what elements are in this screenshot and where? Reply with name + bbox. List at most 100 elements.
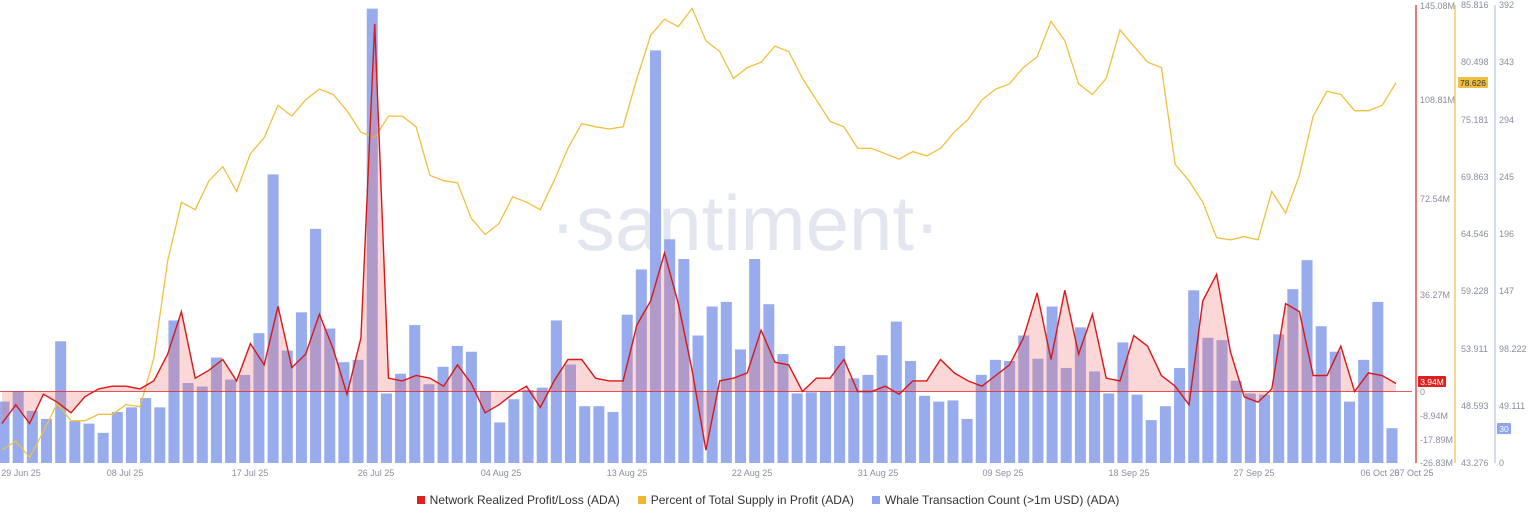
whale-bar xyxy=(182,383,194,463)
whale-bar xyxy=(706,306,718,463)
watermark-text: ·santiment· xyxy=(550,179,940,267)
whale-bar xyxy=(1259,394,1271,463)
tick-label-whale-count: 98.222 xyxy=(1499,344,1527,354)
x-tick-label: 07 Oct 25 xyxy=(1394,468,1433,478)
whale-bar xyxy=(437,366,449,463)
legend: Network Realized Profit/Loss (ADA) Perce… xyxy=(0,491,1536,509)
whale-bar xyxy=(1145,420,1157,463)
x-tick-label: 29 Jun 25 xyxy=(1,468,41,478)
whale-bar xyxy=(1202,337,1214,463)
whale-bar xyxy=(324,328,336,463)
whale-bar xyxy=(734,349,746,463)
whale-bar xyxy=(465,351,477,463)
whale-bar xyxy=(1046,306,1058,463)
whale-bar xyxy=(1159,406,1171,463)
legend-swatch-whale-count xyxy=(871,496,880,504)
x-tick-label: 06 Oct 25 xyxy=(1360,468,1399,478)
whale-bar xyxy=(1372,301,1384,463)
whale-bar xyxy=(0,401,10,463)
legend-label-realized-pl: Network Realized Profit/Loss (ADA) xyxy=(429,493,620,507)
x-tick-label: 09 Sep 25 xyxy=(982,468,1023,478)
legend-item-whale-count[interactable]: Whale Transaction Count (>1m USD) (ADA) xyxy=(871,491,1119,509)
whale-bar xyxy=(1386,428,1398,463)
whale-bar xyxy=(1188,290,1200,463)
whale-bar xyxy=(607,412,619,463)
whale-bar xyxy=(947,400,959,463)
current-badge-supply-profit xyxy=(1458,77,1488,88)
x-tick-label: 18 Sep 25 xyxy=(1108,468,1149,478)
tick-label-whale-count: 49.111 xyxy=(1499,401,1525,411)
whale-bar xyxy=(281,350,293,463)
tick-label-supply-profit: 64.546 xyxy=(1461,229,1489,239)
tick-label-whale-count: 392 xyxy=(1499,0,1514,10)
tick-label-supply-profit: 69.863 xyxy=(1461,172,1489,182)
whale-bar xyxy=(1273,334,1285,463)
whale-bar xyxy=(777,354,789,463)
whale-bar xyxy=(650,50,662,463)
whale-bar xyxy=(111,412,123,463)
supply-in-profit-line xyxy=(1,7,1397,459)
current-badge-realized-pl xyxy=(1418,376,1446,387)
whale-bar xyxy=(593,406,605,463)
whale-bar xyxy=(239,374,251,463)
whale-bar xyxy=(1032,358,1044,463)
whale-bar xyxy=(1358,359,1370,463)
whale-bar xyxy=(536,387,548,463)
current-value-supply-profit: 78.626 xyxy=(1460,78,1486,88)
whale-bar xyxy=(848,378,860,463)
tick-label-realized-pl: 0 xyxy=(1420,387,1425,397)
whale-bar xyxy=(933,401,945,463)
realized-pl-line xyxy=(1,23,1397,451)
whale-bar xyxy=(380,393,392,463)
tick-label-supply-profit: 48.593 xyxy=(1461,401,1489,411)
x-tick-label: 13 Aug 25 xyxy=(607,468,648,478)
legend-swatch-realized-pl xyxy=(416,496,425,504)
whale-bar xyxy=(366,8,378,463)
x-tick-label: 27 Sep 25 xyxy=(1233,468,1274,478)
chart-svg: ·santiment· 145.08M 108.81M 72.54M 36.27M 0 -… xyxy=(0,0,1527,478)
whale-bar xyxy=(1103,393,1115,463)
tick-label-realized-pl: 36.27M xyxy=(1420,290,1450,300)
whale-bar xyxy=(1060,367,1072,463)
whale-bar xyxy=(55,341,67,463)
whale-bar xyxy=(565,364,577,463)
whale-bar xyxy=(621,314,633,463)
tick-label-realized-pl: -26.83M xyxy=(1420,458,1453,468)
whale-bar xyxy=(12,391,24,463)
whale-bar xyxy=(805,392,817,463)
whale-bar xyxy=(140,398,152,463)
x-tick-label: 31 Aug 25 xyxy=(858,468,899,478)
tick-label-realized-pl: -17.89M xyxy=(1420,435,1453,445)
whale-bar xyxy=(125,407,137,463)
tick-label-realized-pl: 108.81M xyxy=(1420,95,1455,105)
legend-item-realized-pl[interactable]: Network Realized Profit/Loss (ADA) xyxy=(416,491,620,509)
tick-label-whale-count: 343 xyxy=(1499,57,1514,67)
legend-item-supply-profit[interactable]: Percent of Total Supply in Profit (ADA) xyxy=(637,491,854,509)
whale-bar xyxy=(819,391,831,463)
whale-bar xyxy=(876,355,888,463)
tick-label-whale-count: 245 xyxy=(1499,172,1514,182)
whale-bar xyxy=(678,259,690,463)
whale-bar xyxy=(1244,393,1256,463)
whale-bar xyxy=(338,362,350,463)
whale-bar xyxy=(1344,401,1356,463)
x-tick-label: 17 Jul 25 xyxy=(232,468,269,478)
whale-bar xyxy=(1117,342,1129,463)
whale-bar xyxy=(210,357,222,463)
whale-bar xyxy=(664,239,676,463)
whale-bar xyxy=(692,335,704,463)
legend-swatch-supply-profit xyxy=(637,496,646,504)
tick-label-supply-profit: 75.181 xyxy=(1461,115,1489,125)
tick-label-supply-profit: 80.498 xyxy=(1461,57,1489,67)
whale-bar xyxy=(791,393,803,463)
tick-label-whale-count: 294 xyxy=(1499,115,1514,125)
whale-bar xyxy=(1230,380,1242,463)
whale-bar xyxy=(522,389,534,463)
tick-label-realized-pl: 72.54M xyxy=(1420,194,1450,204)
x-tick-label: 22 Aug 25 xyxy=(732,468,773,478)
tick-label-whale-count: 147 xyxy=(1499,286,1514,296)
whale-bar xyxy=(1004,361,1016,463)
whale-bar xyxy=(834,345,846,463)
tick-label-realized-pl: 145.08M xyxy=(1420,1,1455,11)
tick-label-supply-profit: 85.816 xyxy=(1461,0,1489,10)
